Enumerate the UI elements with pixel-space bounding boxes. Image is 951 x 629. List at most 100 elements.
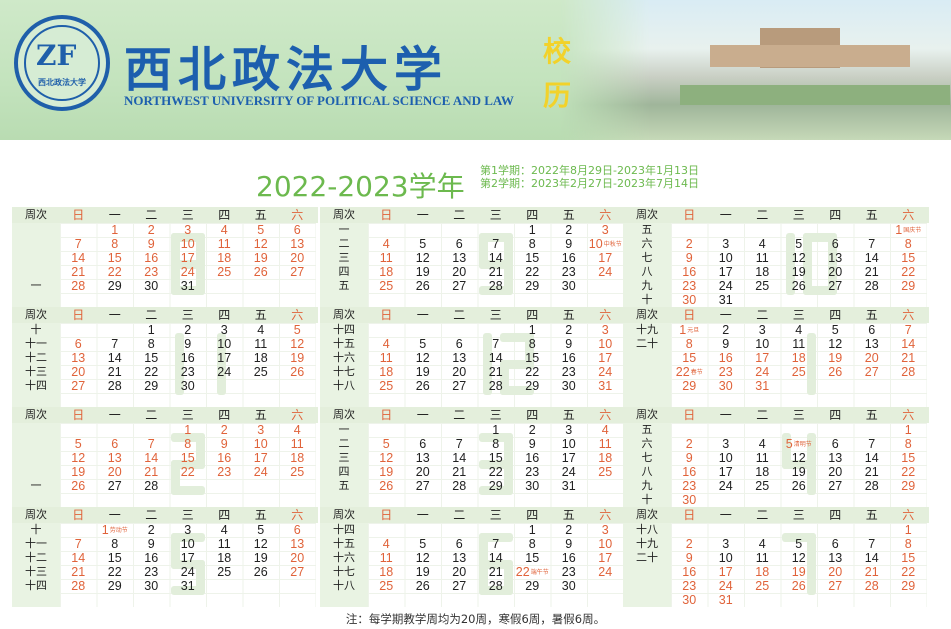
day-cell: 27 <box>60 379 97 393</box>
day-number: 14 <box>71 551 86 565</box>
day-cell: 9 <box>133 537 170 551</box>
day-cell: 24 <box>708 279 745 293</box>
day-cell: 29 <box>890 479 927 493</box>
day-cell: 1 <box>133 323 170 337</box>
day-cell: 8 <box>170 437 207 451</box>
day-number: 27 <box>290 265 305 279</box>
day-cell: 18 <box>744 565 781 579</box>
day-number: 12 <box>253 237 268 251</box>
day-number: 2 <box>685 437 693 451</box>
day-number: 24 <box>598 565 613 579</box>
day-number: 23 <box>561 265 576 279</box>
day-number: 7 <box>74 537 82 551</box>
day-cell: 27 <box>817 479 854 493</box>
week-number: 八 <box>641 466 653 478</box>
day-cell: 12 <box>279 337 316 351</box>
week-header: 周次 <box>333 509 355 521</box>
weekday-header: 一 <box>416 508 429 522</box>
day-cell: 23 <box>133 565 170 579</box>
weekday-header: 日 <box>72 308 85 322</box>
watermark-segment <box>499 359 509 395</box>
week-column <box>623 307 671 407</box>
day-number: 4 <box>795 323 803 337</box>
day-number: 16 <box>561 251 576 265</box>
day-number: 17 <box>755 351 770 365</box>
header-row <box>320 207 626 223</box>
day-cell: 10 <box>587 537 624 551</box>
watermark-segment <box>170 459 205 469</box>
week-number: 五 <box>641 224 653 236</box>
day-cell: 6 <box>60 337 97 351</box>
day-number: 25 <box>755 279 770 293</box>
day-cell: 22春节 <box>671 365 708 379</box>
week-header: 周次 <box>25 409 47 421</box>
weekday-header: 四 <box>526 308 539 322</box>
day-number: 6 <box>831 237 839 251</box>
day-number: 18 <box>217 551 232 565</box>
day-number: 24 <box>598 365 613 379</box>
watermark-segment <box>827 259 837 295</box>
day-number: 9 <box>184 337 192 351</box>
weekday-header: 四 <box>829 408 842 422</box>
day-number: 27 <box>828 479 843 493</box>
day-number: 16 <box>144 551 159 565</box>
day-number: 14 <box>488 351 503 365</box>
day-cell: 26 <box>781 279 818 293</box>
day-cell: 7 <box>478 537 515 551</box>
day-number: 8 <box>904 537 912 551</box>
day-grid <box>671 223 927 307</box>
day-number: 6 <box>419 437 427 451</box>
day-cell: 18 <box>368 265 405 279</box>
day-number: 15 <box>682 351 697 365</box>
day-number: 30 <box>561 579 576 593</box>
day-number: 27 <box>452 379 467 393</box>
day-number: 29 <box>488 479 503 493</box>
day-cell: 3 <box>587 223 624 237</box>
day-number: 28 <box>107 379 122 393</box>
watermark-digit <box>458 333 492 395</box>
header-row <box>320 507 626 523</box>
weekday-header: 三 <box>489 408 502 422</box>
day-cell: 14 <box>441 451 478 465</box>
day-number: 8 <box>111 537 119 551</box>
day-cell: 29 <box>671 379 708 393</box>
day-cell: 9 <box>514 437 551 451</box>
day-cell: 9 <box>708 337 745 351</box>
watermark-segment <box>478 533 513 542</box>
day-cell: 31 <box>170 579 207 593</box>
day-cell: 4 <box>587 423 624 437</box>
watermark-segment <box>503 559 513 595</box>
day-cell: 1 <box>514 223 551 237</box>
day-number: 19 <box>791 465 806 479</box>
day-number: 14 <box>864 251 879 265</box>
day-cell: 18 <box>243 351 280 365</box>
day-cell: 29 <box>478 479 515 493</box>
day-cell: 11 <box>368 351 405 365</box>
day-number: 7 <box>868 437 876 451</box>
day-number: 8 <box>184 437 192 451</box>
day-number: 29 <box>901 479 916 493</box>
day-number: 30 <box>144 579 159 593</box>
day-cell: 28 <box>441 479 478 493</box>
watermark-segment <box>806 559 816 595</box>
day-cell: 7 <box>890 323 927 337</box>
week-number: 一 <box>30 480 42 492</box>
day-number: 16 <box>180 351 195 365</box>
day-number: 6 <box>831 537 839 551</box>
day-number: 11 <box>217 537 231 551</box>
day-number: 13 <box>71 351 86 365</box>
day-cell: 25 <box>279 465 316 479</box>
week-number: 二 <box>338 438 350 450</box>
day-number: 28 <box>488 379 503 393</box>
day-number: 2 <box>565 223 573 237</box>
day-number: 4 <box>220 523 228 537</box>
day-cell: 10 <box>708 251 745 265</box>
watermark-digit <box>170 233 205 295</box>
watermark-digit <box>802 233 837 295</box>
day-number: 8 <box>528 337 536 351</box>
day-number: 25 <box>379 579 394 593</box>
day-cell: 30 <box>170 379 207 393</box>
day-cell: 23 <box>671 479 708 493</box>
day-cell: 4 <box>368 237 405 251</box>
day-number: 10 <box>561 437 576 451</box>
